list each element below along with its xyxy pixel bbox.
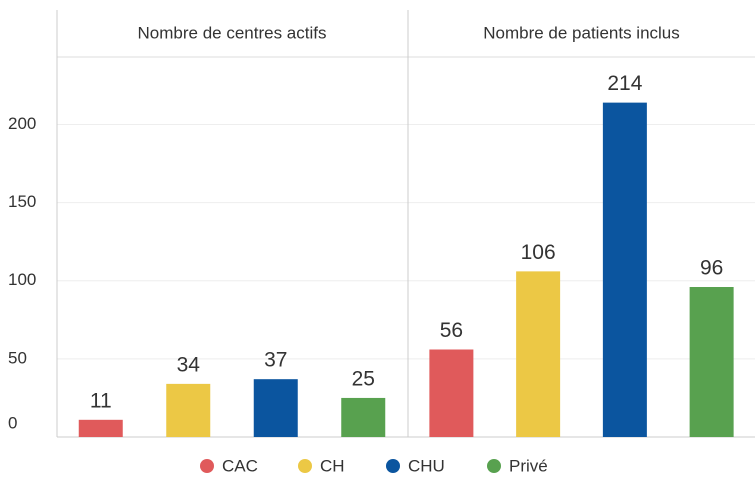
value-label: 106 <box>521 241 556 264</box>
value-label: 37 <box>264 349 287 372</box>
bar <box>253 379 298 437</box>
value-label: 34 <box>177 353 201 376</box>
y-tick-label: 100 <box>8 270 36 289</box>
legend-label: CAC <box>222 456 258 475</box>
value-label: 96 <box>700 257 723 280</box>
y-tick-label: 200 <box>8 114 36 133</box>
bar <box>429 349 474 437</box>
y-tick-label: 50 <box>8 348 27 367</box>
legend-swatch <box>386 459 400 473</box>
legend-swatch <box>298 459 312 473</box>
bar <box>166 383 211 437</box>
legend-swatch <box>487 459 501 473</box>
legend-label: Privé <box>509 456 548 475</box>
value-label: 25 <box>352 367 375 390</box>
bar <box>341 397 386 437</box>
facet-title: Nombre de patients inclus <box>483 23 680 42</box>
value-label: 214 <box>607 72 642 95</box>
facet-title: Nombre de centres actifs <box>138 23 327 42</box>
bar <box>689 287 734 437</box>
bar <box>78 419 123 437</box>
legend-swatch <box>200 459 214 473</box>
y-tick-label: 0 <box>8 413 17 432</box>
y-tick-label: 150 <box>8 192 36 211</box>
legend-label: CHU <box>408 456 445 475</box>
value-label: 11 <box>90 389 112 412</box>
bar <box>516 271 561 437</box>
legend-label: CH <box>320 456 345 475</box>
bar <box>602 102 647 437</box>
value-label: 56 <box>440 319 463 342</box>
